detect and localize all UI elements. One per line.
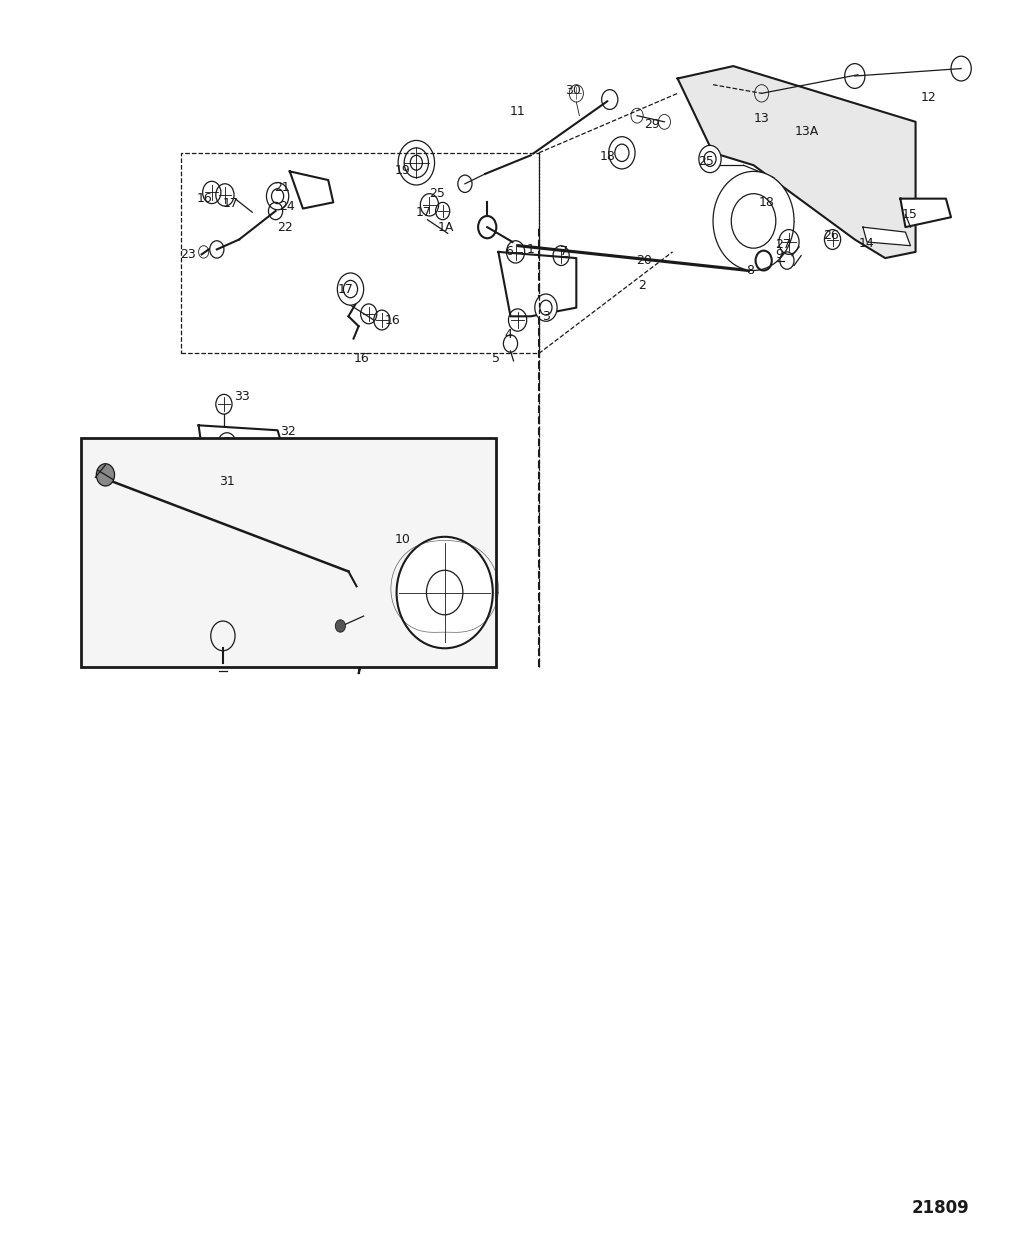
Circle shape	[759, 178, 783, 208]
Text: 29: 29	[644, 117, 661, 131]
Text: 25: 25	[698, 155, 714, 168]
Circle shape	[535, 294, 557, 322]
Text: 26: 26	[823, 229, 838, 242]
Circle shape	[540, 301, 552, 315]
Text: 21: 21	[274, 181, 290, 195]
Circle shape	[609, 137, 635, 168]
Circle shape	[731, 193, 776, 248]
Polygon shape	[498, 252, 576, 317]
Text: 6: 6	[505, 246, 514, 258]
Circle shape	[222, 438, 232, 450]
Polygon shape	[199, 425, 283, 483]
Bar	[81, 438, 496, 667]
Text: 21809: 21809	[912, 1200, 970, 1217]
Text: 32: 32	[280, 425, 296, 438]
Circle shape	[703, 152, 716, 166]
Text: 17: 17	[416, 206, 431, 218]
Circle shape	[266, 182, 289, 209]
Circle shape	[615, 145, 629, 161]
Text: 12: 12	[921, 91, 936, 104]
Text: 13: 13	[753, 112, 770, 125]
Circle shape	[217, 433, 236, 455]
Text: 10: 10	[394, 532, 410, 546]
Text: 24: 24	[279, 200, 295, 212]
Circle shape	[713, 171, 794, 271]
Text: 3: 3	[542, 309, 550, 323]
Circle shape	[343, 281, 357, 298]
Circle shape	[335, 620, 345, 632]
Circle shape	[765, 186, 777, 201]
Circle shape	[96, 464, 114, 486]
Text: 11: 11	[509, 106, 526, 118]
Circle shape	[404, 148, 429, 177]
Text: 13A: 13A	[795, 125, 819, 138]
Text: 33: 33	[234, 390, 250, 403]
Text: 31: 31	[220, 475, 235, 488]
Polygon shape	[863, 227, 911, 246]
Text: 22: 22	[277, 221, 293, 233]
Circle shape	[427, 570, 463, 615]
Text: 23: 23	[181, 248, 196, 261]
Circle shape	[410, 156, 423, 170]
Circle shape	[375, 590, 389, 607]
Text: 18: 18	[599, 150, 616, 163]
Text: 30: 30	[566, 85, 581, 97]
Text: 1: 1	[527, 243, 535, 256]
Text: 2: 2	[638, 279, 646, 292]
Text: 25: 25	[429, 187, 444, 201]
Polygon shape	[678, 66, 916, 258]
Ellipse shape	[396, 536, 493, 648]
Text: 18: 18	[759, 196, 775, 208]
Text: 16: 16	[197, 192, 212, 206]
Polygon shape	[901, 198, 951, 227]
Text: 17: 17	[223, 197, 239, 209]
Circle shape	[272, 188, 284, 203]
Circle shape	[369, 582, 395, 615]
Polygon shape	[290, 171, 333, 208]
Text: 5: 5	[492, 352, 500, 365]
Text: 27: 27	[775, 238, 791, 251]
Text: 7: 7	[561, 246, 568, 258]
Text: 14: 14	[859, 237, 875, 249]
Text: 8: 8	[746, 264, 755, 277]
Circle shape	[698, 146, 721, 172]
Text: 16: 16	[385, 313, 401, 327]
Circle shape	[200, 609, 245, 663]
Text: 15: 15	[902, 208, 918, 221]
Text: 19: 19	[394, 163, 410, 177]
Text: 9: 9	[775, 248, 783, 261]
Text: 17: 17	[338, 283, 353, 296]
Circle shape	[358, 587, 369, 600]
Bar	[182, 153, 539, 353]
Text: 20: 20	[636, 254, 652, 267]
Text: 4: 4	[504, 328, 513, 342]
Circle shape	[353, 581, 374, 606]
Circle shape	[337, 273, 363, 306]
Text: 16: 16	[353, 352, 370, 365]
Text: 1A: 1A	[438, 221, 454, 233]
